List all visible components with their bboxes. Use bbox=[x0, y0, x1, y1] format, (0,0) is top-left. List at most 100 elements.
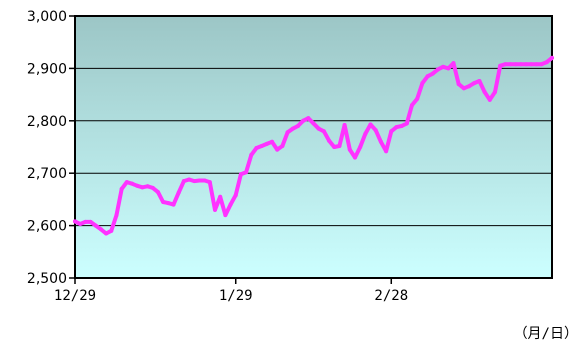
data-point bbox=[467, 84, 472, 89]
data-point bbox=[529, 62, 534, 67]
data-point bbox=[451, 61, 456, 66]
data-point bbox=[311, 121, 316, 126]
data-point bbox=[228, 202, 233, 207]
data-point bbox=[321, 129, 326, 134]
data-point bbox=[482, 89, 487, 94]
data-point bbox=[202, 178, 207, 183]
data-point bbox=[233, 193, 238, 198]
data-point bbox=[399, 124, 404, 129]
plot-frame bbox=[74, 15, 553, 279]
y-axis: 2,500 2,600 2,700 2,800 2,900 3,000 bbox=[27, 9, 75, 287]
data-point bbox=[88, 219, 93, 224]
x-unit-label: （月/日） bbox=[514, 326, 578, 342]
x-tick-label: 12/29 bbox=[54, 288, 96, 304]
data-point bbox=[550, 55, 554, 60]
data-point bbox=[425, 74, 430, 79]
data-point bbox=[150, 185, 155, 190]
data-point bbox=[508, 62, 513, 67]
data-point bbox=[347, 147, 352, 152]
data-point bbox=[430, 71, 435, 76]
data-point bbox=[524, 62, 529, 67]
data-point bbox=[93, 223, 98, 228]
data-point bbox=[83, 219, 88, 224]
data-point bbox=[534, 62, 539, 67]
data-point bbox=[539, 62, 544, 67]
data-point bbox=[275, 147, 280, 152]
data-point bbox=[187, 177, 192, 182]
data-point bbox=[358, 145, 363, 149]
data-point bbox=[104, 231, 109, 236]
plot-area bbox=[75, 16, 552, 278]
y-tick-label: 2,700 bbox=[27, 166, 67, 182]
data-point bbox=[124, 180, 129, 185]
data-point bbox=[135, 183, 140, 188]
data-point bbox=[218, 194, 223, 199]
data-point bbox=[114, 213, 119, 218]
data-point bbox=[378, 139, 383, 144]
data-point bbox=[176, 190, 181, 195]
data-point bbox=[487, 97, 492, 102]
data-point bbox=[280, 143, 285, 148]
data-point bbox=[498, 63, 503, 68]
data-point bbox=[73, 219, 77, 224]
data-point bbox=[197, 178, 202, 183]
data-point bbox=[513, 62, 518, 67]
data-point bbox=[166, 201, 171, 206]
data-point bbox=[212, 207, 217, 212]
data-point bbox=[404, 121, 409, 126]
data-point bbox=[285, 130, 290, 135]
data-point bbox=[264, 141, 269, 146]
data-point bbox=[446, 66, 451, 71]
data-point bbox=[518, 62, 523, 67]
data-point bbox=[249, 152, 254, 157]
x-tick-label: 2/28 bbox=[374, 288, 408, 304]
data-point bbox=[363, 131, 368, 136]
data-point bbox=[259, 143, 264, 148]
x-axis: 12/29 1/29 2/28 bbox=[54, 278, 408, 304]
data-point bbox=[389, 129, 394, 134]
data-point bbox=[171, 202, 176, 207]
data-point bbox=[435, 67, 440, 72]
data-point bbox=[270, 139, 275, 144]
data-point bbox=[306, 116, 311, 121]
data-point bbox=[441, 64, 446, 69]
data-point bbox=[503, 62, 508, 67]
data-point bbox=[161, 200, 166, 205]
data-point bbox=[368, 122, 373, 127]
data-point bbox=[461, 86, 466, 91]
data-point bbox=[192, 179, 197, 184]
y-tick-label: 2,500 bbox=[27, 271, 67, 287]
data-point bbox=[295, 124, 300, 129]
data-point bbox=[119, 186, 124, 191]
data-point bbox=[254, 146, 259, 151]
data-point bbox=[394, 125, 399, 130]
y-tick-label: 2,900 bbox=[27, 61, 67, 77]
data-point bbox=[352, 155, 357, 160]
y-tick-label: 2,600 bbox=[27, 219, 67, 235]
data-point bbox=[327, 138, 332, 143]
y-tick-label: 3,000 bbox=[27, 9, 67, 25]
data-point bbox=[472, 81, 477, 86]
data-point bbox=[223, 213, 228, 218]
data-point bbox=[78, 222, 83, 227]
data-point bbox=[332, 145, 337, 149]
data-point bbox=[373, 128, 378, 133]
data-point bbox=[492, 89, 497, 94]
data-point bbox=[410, 103, 415, 108]
data-points bbox=[73, 55, 554, 236]
data-point bbox=[109, 228, 114, 233]
data-point bbox=[342, 122, 347, 127]
data-point bbox=[155, 190, 160, 195]
data-point bbox=[98, 227, 103, 232]
data-point bbox=[420, 81, 425, 86]
y-tick-label: 2,800 bbox=[27, 114, 67, 130]
data-point bbox=[207, 180, 212, 185]
data-point bbox=[456, 82, 461, 87]
data-point bbox=[477, 78, 482, 83]
data-point bbox=[301, 118, 306, 123]
x-tick-label: 1/29 bbox=[219, 288, 253, 304]
data-point bbox=[130, 181, 135, 186]
data-point bbox=[384, 149, 389, 154]
data-point bbox=[415, 96, 420, 101]
data-point bbox=[337, 143, 342, 148]
